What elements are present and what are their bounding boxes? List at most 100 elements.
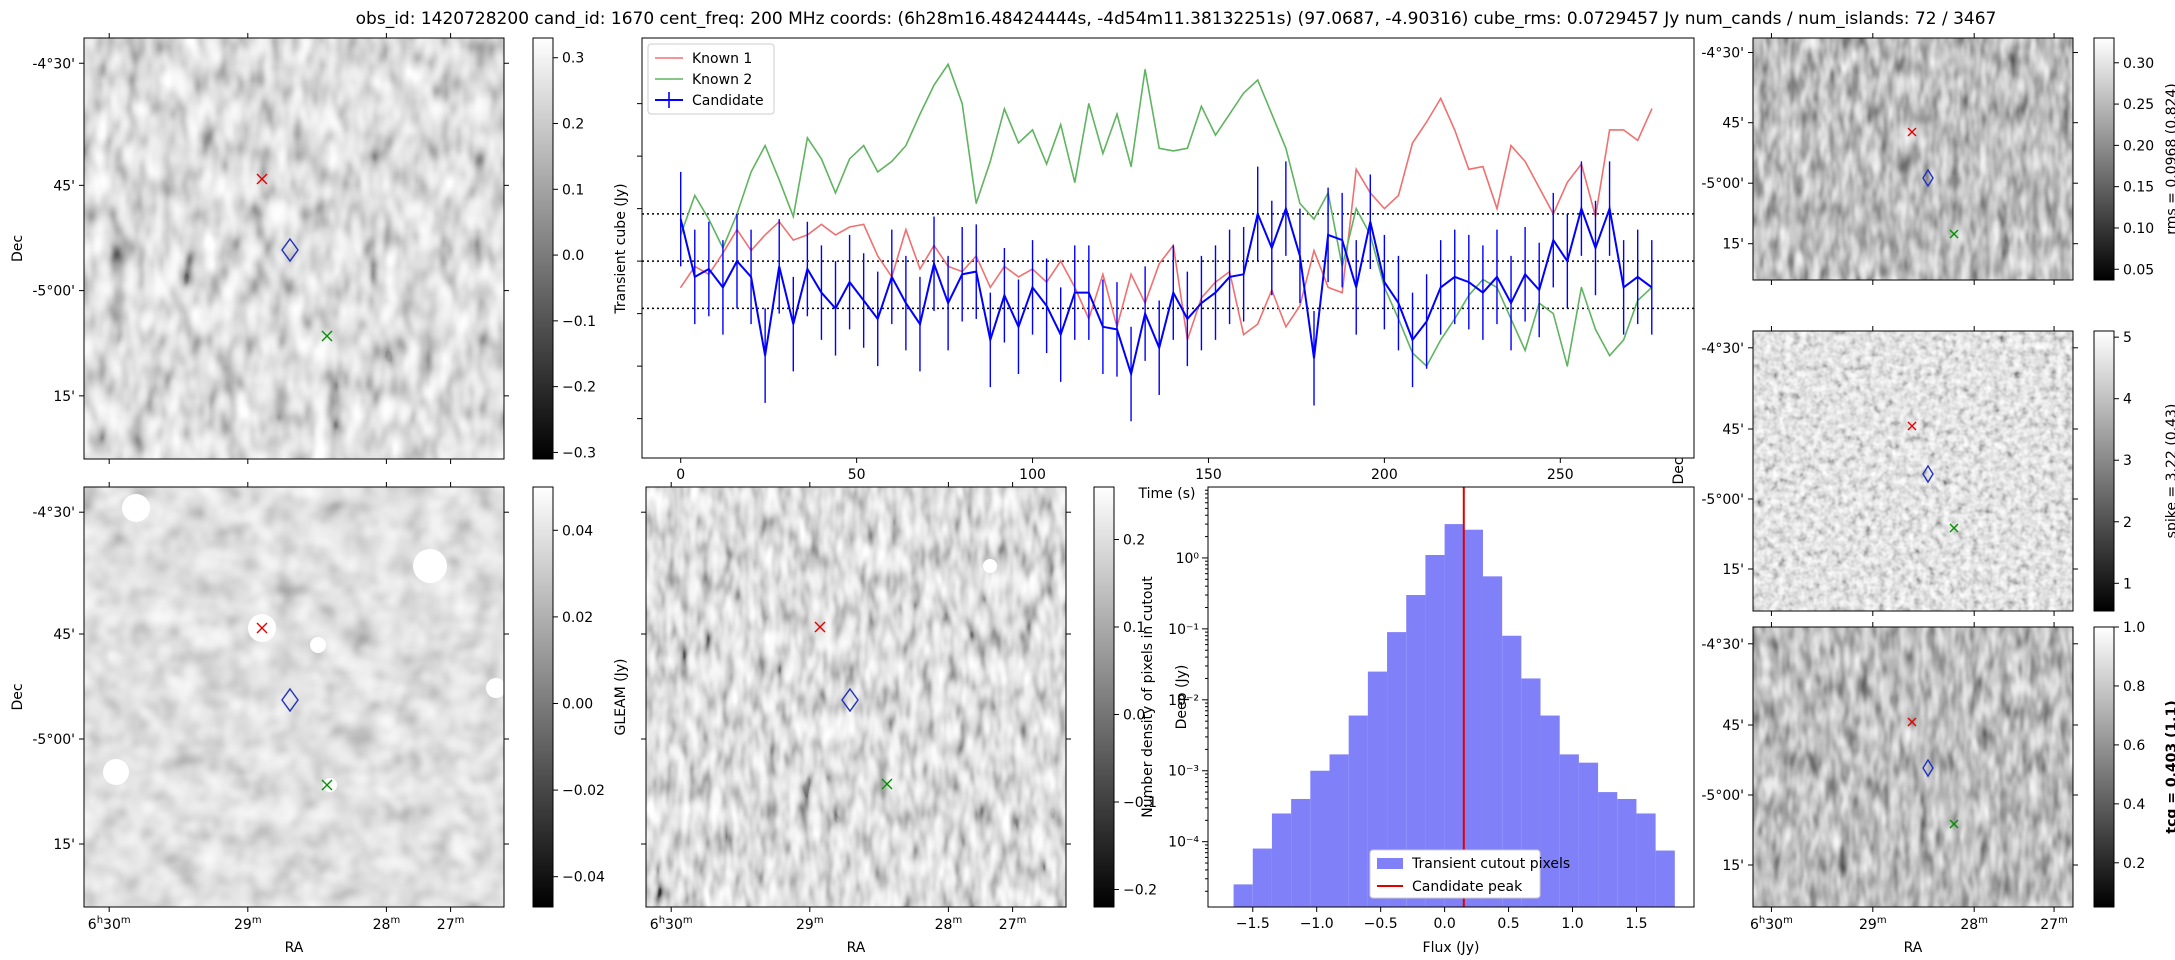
transient-colorbar-label: Transient cube (Jy)	[613, 183, 629, 314]
histogram-bar	[1310, 770, 1330, 907]
data-point	[736, 260, 738, 262]
histogram-bar	[1502, 635, 1522, 907]
data-point	[1017, 142, 1020, 144]
dec-tick-label: -5°00'	[1701, 492, 1744, 508]
data-point	[764, 234, 766, 236]
point-source	[486, 678, 504, 698]
data-point	[1651, 286, 1653, 288]
data-point	[1031, 286, 1034, 288]
y-tick-label: 10⁻¹	[1168, 622, 1199, 638]
data-point	[1285, 147, 1287, 149]
data-point	[1130, 373, 1132, 375]
data-point	[820, 292, 823, 294]
histogram-bar	[1367, 671, 1388, 907]
histogram-bar	[1387, 632, 1407, 907]
spike-colorbar	[2093, 330, 2115, 612]
colorbar-tick-label: 0.20	[2123, 138, 2154, 154]
x-tick-label: 1.0	[1561, 916, 1583, 932]
data-point	[975, 202, 977, 204]
data-point	[1355, 168, 1357, 170]
data-point	[1524, 349, 1526, 351]
colorbar-tick-label: 0.05	[2123, 262, 2154, 278]
data-point	[1355, 286, 1357, 288]
data-point	[975, 271, 977, 273]
deep-colorbar-label: Deep (Jy)	[1174, 665, 1190, 730]
dec-tick-label: -4°30'	[32, 56, 75, 72]
gleam-colorbar	[532, 486, 554, 908]
point-source	[310, 637, 326, 653]
candidate-marker	[1922, 464, 1934, 484]
known1-marker	[256, 173, 268, 185]
data-point	[1017, 276, 1020, 278]
data-point	[1243, 273, 1245, 275]
spike-image	[1753, 331, 2073, 611]
data-point	[1468, 168, 1470, 170]
colorbar-tick-label: 0.15	[2123, 180, 2154, 196]
transient-image	[84, 38, 504, 459]
data-point	[1538, 187, 1540, 189]
data-point	[989, 160, 991, 162]
histogram-bar	[1329, 754, 1349, 907]
data-point	[1172, 150, 1174, 152]
data-point	[863, 299, 865, 302]
data-point	[1355, 208, 1357, 210]
data-point	[1594, 328, 1597, 330]
colorbar-tick-label: 0.2	[2123, 856, 2145, 872]
data-point	[1608, 129, 1611, 131]
colorbar-tick-label: 2	[2123, 515, 2132, 531]
data-point	[792, 215, 794, 218]
data-point	[778, 265, 780, 267]
histogram-bar	[1655, 850, 1675, 907]
ra-tick-label: 6h30m	[88, 915, 131, 933]
ra-axis-label: RA	[847, 940, 866, 956]
known1-marker	[256, 622, 268, 634]
data-point	[708, 268, 710, 270]
sky-panel-deep: 6h30m 29m 28m 27m RA 0.2 0.1 0.0 −0.1 −0.2 Deep (J…	[641, 482, 1190, 956]
data-point	[1411, 142, 1414, 144]
colorbar-tick-label: −0.2	[562, 380, 596, 396]
known2-marker	[1949, 523, 1959, 533]
histogram-bar	[1617, 798, 1637, 907]
ra-tick-label: 27m	[999, 915, 1027, 933]
ra-axis-label: RA	[1904, 940, 1923, 956]
colorbar-tick-label: −0.2	[1123, 883, 1157, 899]
data-point	[1623, 339, 1625, 341]
data-point	[947, 302, 949, 304]
histogram-bar	[1636, 813, 1656, 907]
y-tick-label: 10⁻³	[1168, 764, 1199, 780]
flux-histogram: −1.5 −1.0 −0.5 0.0 0.5 1.0 1.5 10⁰ 10⁻¹ 10⁻² 10⁻³ 1…	[1140, 486, 1695, 956]
data-point	[1313, 357, 1315, 359]
dec-tick-label: -4°30'	[32, 505, 75, 521]
colorbar-tick-label: 0.30	[2123, 56, 2154, 72]
data-point	[1074, 181, 1076, 183]
candidate-marker	[1922, 168, 1934, 188]
data-point	[1608, 355, 1611, 357]
colorbar-tick-label: 0.2	[1123, 533, 1145, 549]
ra-tick-label: 28m	[935, 915, 963, 933]
histogram-bar	[1444, 524, 1464, 907]
data-point	[708, 218, 710, 220]
data-point	[1060, 124, 1062, 126]
dec-axis-label: Dec	[10, 683, 26, 710]
colorbar-tick-label: 0.02	[562, 610, 593, 626]
data-point	[1088, 103, 1090, 105]
data-point	[1158, 263, 1160, 265]
data-point	[1299, 255, 1301, 257]
rms-colorbar-label: rms = 0.0968 (0.824)	[2164, 83, 2175, 235]
rms-frame	[1752, 37, 2074, 281]
colorbar-tick-label: 5	[2123, 330, 2132, 346]
dec-axis-label: Dec	[1671, 457, 1687, 484]
tcg-colorbar	[2093, 626, 2115, 908]
dec-tick-label: 15'	[1722, 237, 1744, 253]
colorbar-tick-label: 0.8	[2123, 679, 2145, 695]
known2-marker	[321, 779, 333, 791]
data-point	[1130, 273, 1132, 275]
ra-axis-label: RA	[285, 940, 304, 956]
legend-label: Candidate	[692, 93, 764, 109]
tcg-frame	[1752, 626, 2074, 908]
data-point	[863, 145, 865, 147]
data-point	[806, 137, 808, 139]
light-curve-legend: Known 1 Known 2 Candidate	[647, 43, 775, 115]
data-point	[877, 171, 879, 173]
dec-tick-label: -5°00'	[1701, 176, 1744, 192]
